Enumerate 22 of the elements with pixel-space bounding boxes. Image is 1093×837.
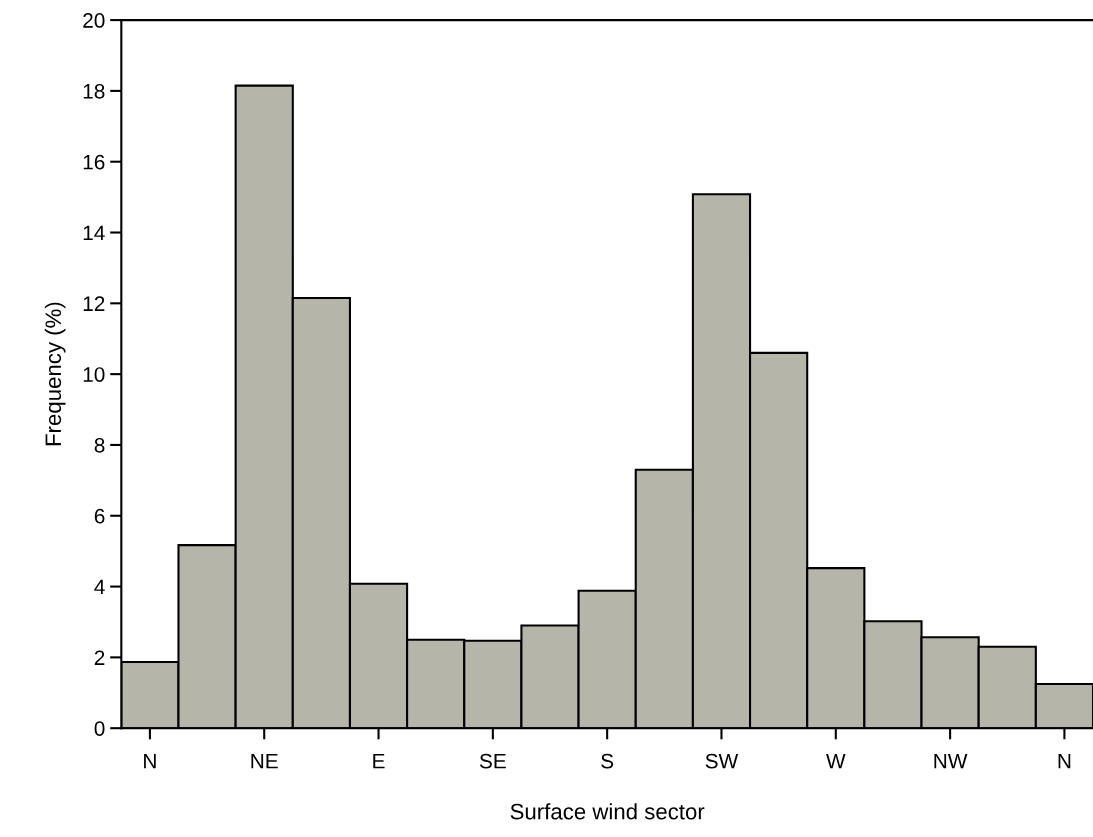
y-tick-label: 0	[94, 721, 105, 736]
x-tick-label: NW	[934, 753, 968, 769]
x-tick-label: SW	[705, 753, 739, 769]
y-tick-label: 4	[94, 579, 105, 595]
x-tick-label: S	[601, 753, 614, 769]
y-tick-label: 2	[94, 650, 105, 665]
y-tick-label: 8	[94, 437, 105, 453]
y-tick-label: 20	[83, 13, 105, 28]
x-tick-label: E	[373, 753, 385, 769]
x-tick-label: SE	[479, 753, 506, 769]
y-tick-label: 18	[83, 83, 105, 99]
x-tick-label: W	[826, 753, 846, 769]
x-tick-label: N	[144, 753, 156, 769]
x-axis-title: Surface wind sector	[510, 803, 705, 820]
x-tick-label: N	[1058, 753, 1071, 769]
y-tick-label: 14	[83, 225, 105, 241]
y-tick-label: 10	[83, 367, 105, 382]
y-tick-label: 16	[83, 154, 105, 170]
y-axis-title: Frequency (%)	[44, 302, 66, 446]
y-tick-label: 12	[83, 296, 105, 311]
x-tick-label: NE	[251, 753, 278, 769]
y-tick-label: 6	[94, 508, 105, 524]
